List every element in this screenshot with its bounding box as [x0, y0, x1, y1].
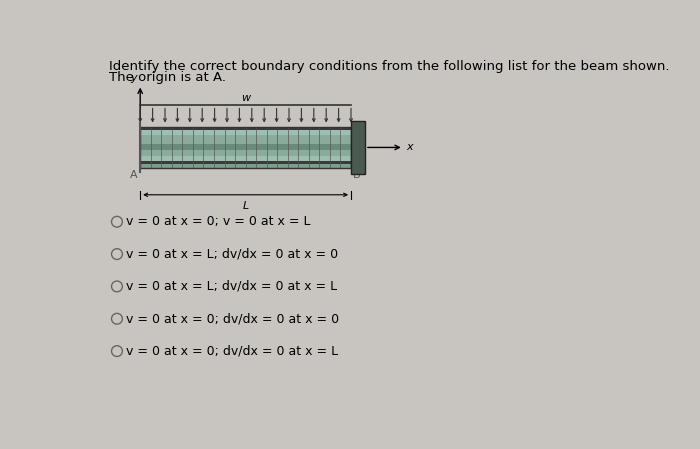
- Bar: [140, 161, 351, 164]
- Text: B: B: [353, 170, 360, 180]
- Bar: [140, 156, 351, 161]
- Text: v = 0 at x = L; dv/dx = 0 at x = 0: v = 0 at x = L; dv/dx = 0 at x = 0: [126, 247, 338, 260]
- Bar: [351, 121, 365, 174]
- Bar: [140, 130, 351, 135]
- Bar: [140, 150, 351, 156]
- Text: The origin is at A.: The origin is at A.: [109, 71, 226, 84]
- Text: w: w: [241, 93, 250, 103]
- Text: y: y: [130, 73, 137, 83]
- Bar: [140, 127, 351, 130]
- Bar: [140, 144, 351, 150]
- Text: L: L: [242, 201, 248, 211]
- Text: A: A: [130, 170, 138, 180]
- Text: Identify the correct boundary conditions from the following list for the beam sh: Identify the correct boundary conditions…: [109, 60, 670, 73]
- Bar: [140, 135, 351, 144]
- Text: v = 0 at x = 0; dv/dx = 0 at x = L: v = 0 at x = 0; dv/dx = 0 at x = L: [126, 344, 338, 357]
- Text: v = 0 at x = L; dv/dx = 0 at x = L: v = 0 at x = L; dv/dx = 0 at x = L: [126, 280, 337, 293]
- Text: v = 0 at x = 0; v = 0 at x = L: v = 0 at x = 0; v = 0 at x = L: [126, 215, 311, 228]
- Bar: [140, 127, 351, 168]
- Text: v = 0 at x = 0; dv/dx = 0 at x = 0: v = 0 at x = 0; dv/dx = 0 at x = 0: [126, 312, 340, 325]
- Bar: [140, 127, 351, 168]
- Text: x: x: [406, 142, 413, 152]
